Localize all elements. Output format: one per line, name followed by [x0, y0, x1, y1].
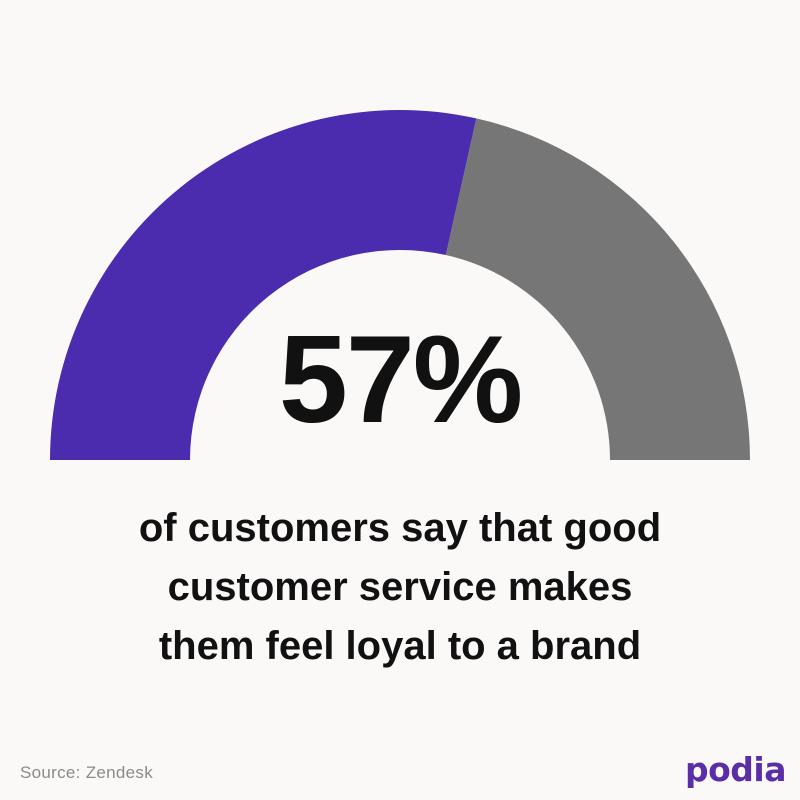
gauge-segment-agree	[50, 109, 477, 460]
source-note: Source: Zendesk	[20, 763, 154, 782]
caption: of customers say that good customer serv…	[40, 499, 760, 676]
gauge-chart	[50, 109, 750, 460]
caption-line-2: customer service makes	[167, 565, 633, 609]
podia-logo: podia	[685, 750, 787, 789]
gauge-segment-remainder	[445, 118, 750, 460]
caption-line-3: them feel loyal to a brand	[158, 624, 642, 668]
headline-percentage: 57%	[278, 311, 523, 449]
caption-line-1: of customers say that good	[138, 506, 662, 550]
